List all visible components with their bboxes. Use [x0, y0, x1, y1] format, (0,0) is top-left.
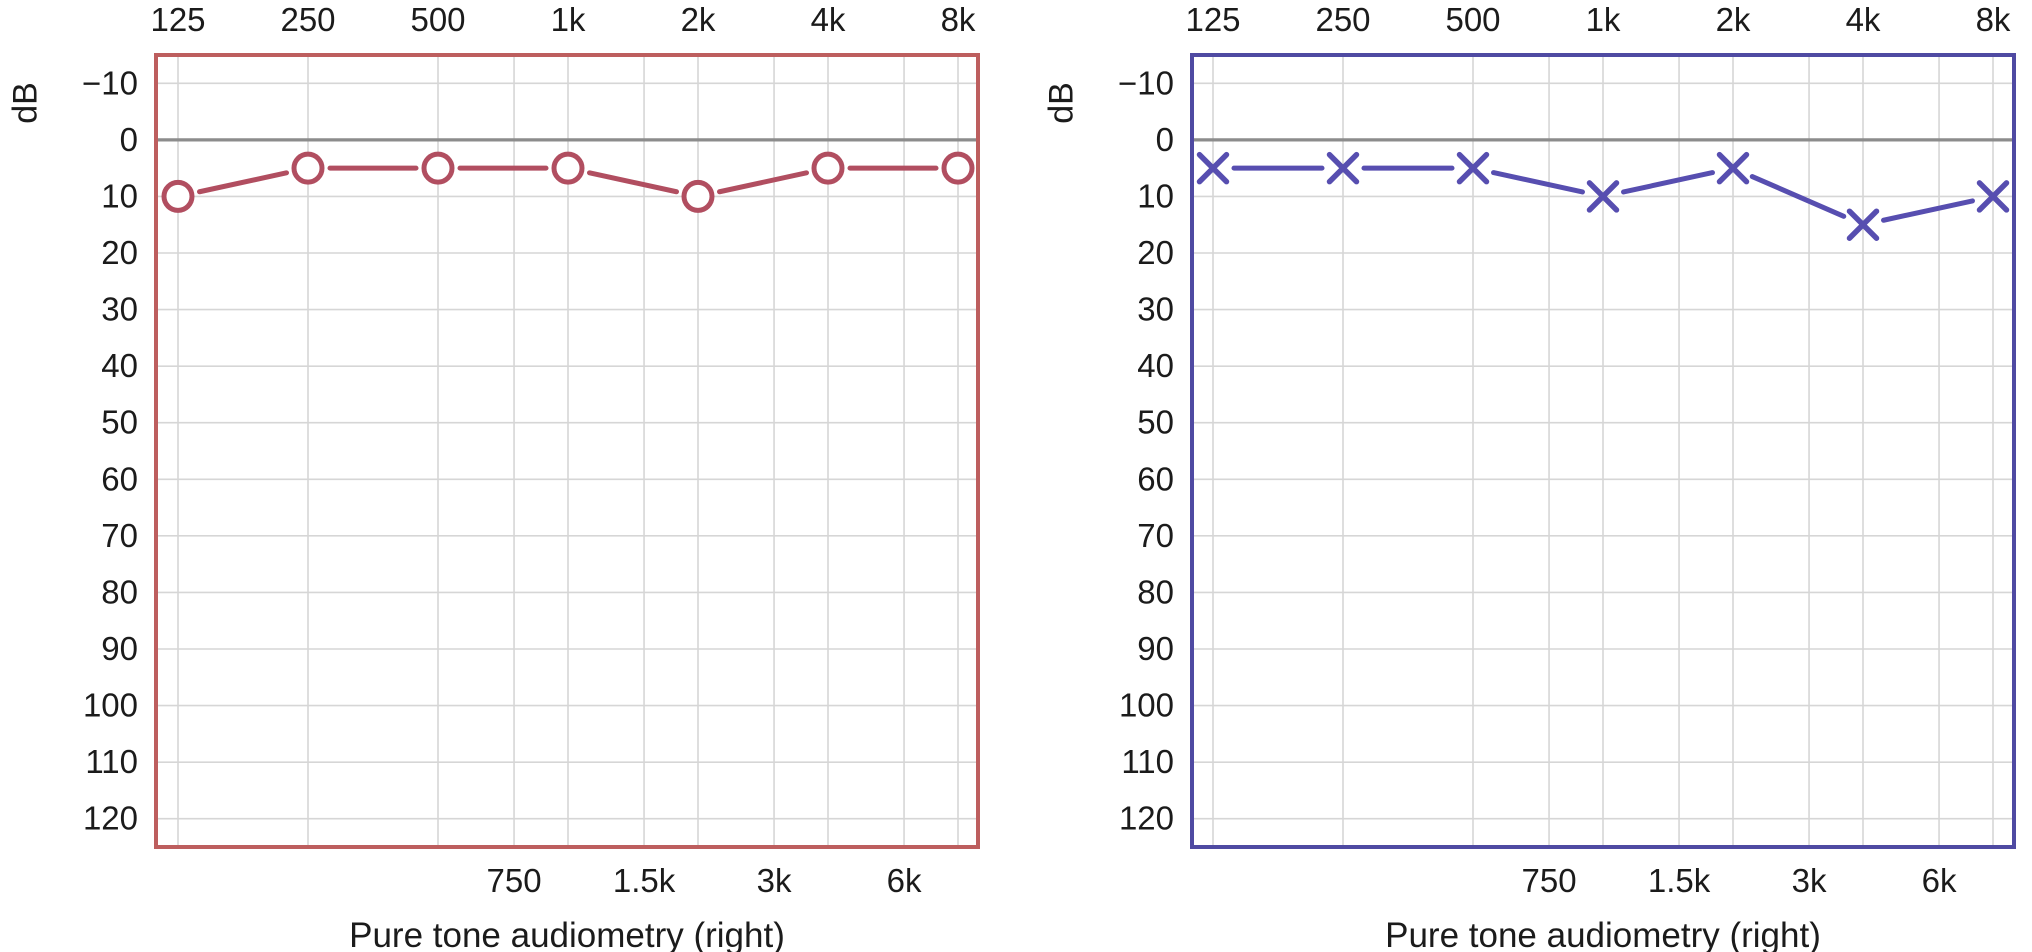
y-axis-tick-label: 100: [83, 687, 138, 724]
data-marker-x: [1456, 151, 1490, 185]
y-axis-label-right-panel: dB: [1042, 82, 1081, 124]
y-axis-tick-label: 40: [101, 347, 138, 384]
audiogram-chart-audiogram-circles: 125 250 500 1k 2k 4k 8k 750 1.5k 3k 6k −10 0 10 20 30 40…: [82, 1, 980, 899]
y-axis-tick-label: 60: [1137, 460, 1174, 497]
x-axis-top-tick-label: 2k: [1716, 1, 1751, 38]
x-axis-bottom-tick-label: 1.5k: [1648, 862, 1711, 899]
y-axis-label-left-panel: dB: [6, 82, 45, 124]
data-line-segment: [196, 170, 290, 195]
y-axis-tick-label: 110: [1121, 743, 1174, 780]
y-axis-tick-label: 120: [83, 800, 138, 837]
chart-title-left-panel: Pure tone audiometry (right): [349, 916, 785, 952]
x-axis-top-tick-label: 250: [280, 1, 335, 38]
y-axis-tick-label: 30: [101, 291, 138, 328]
x-axis-top-tick-label: 250: [1315, 1, 1370, 38]
data-marker-x: [1976, 180, 2010, 213]
y-axis-tick-label: 100: [1119, 687, 1174, 724]
data-marker-circle: [551, 151, 585, 185]
data-marker-x: [1846, 208, 1880, 241]
data-line-segment: [1749, 174, 1847, 219]
x-axis-top-tick-label: 1k: [1586, 1, 1621, 38]
chart-frame: [154, 53, 980, 849]
y-axis-tick-label: 30: [1137, 291, 1174, 328]
data-marker-circle: [421, 151, 455, 185]
x-axis-bottom-tick-label: 6k: [887, 862, 922, 899]
x-axis-bottom-tick-label: 6k: [1922, 862, 1957, 899]
x-axis-top-tick-label: 4k: [811, 1, 846, 38]
data-line-segment: [1881, 198, 1975, 223]
y-axis-tick-label: 60: [101, 460, 138, 497]
y-axis-tick-label: 80: [101, 573, 138, 610]
y-axis-tick-label: 110: [85, 743, 138, 780]
y-axis-tick-label: −10: [82, 64, 138, 101]
y-axis-tick-label: 0: [120, 121, 138, 158]
x-axis-top-tick-label: 2k: [681, 1, 716, 38]
y-axis-tick-label: 70: [101, 517, 138, 554]
x-axis-bottom-tick-label: 1.5k: [613, 862, 676, 899]
x-axis-top-tick-label: 500: [410, 1, 465, 38]
y-axis-tick-label: 120: [1119, 800, 1174, 837]
y-axis-tick-label: 50: [101, 404, 138, 441]
x-axis-top-tick-label: 8k: [941, 1, 976, 38]
x-axis-top-tick-label: 125: [1185, 1, 1240, 38]
audiogram-chart-audiogram-crosses: 125 250 500 1k 2k 4k 8k 750 1.5k 3k 6k −10 0 10 20 30 40…: [1118, 1, 2016, 899]
data-marker-x: [1716, 151, 1750, 185]
y-axis-tick-label: 20: [101, 234, 138, 271]
data-line-segment: [1621, 170, 1715, 195]
data-line-segment: [716, 170, 810, 195]
x-axis-top-tick-label: 500: [1445, 1, 1500, 38]
data-line-segment: [586, 170, 680, 195]
data-marker-x: [1196, 151, 1230, 185]
y-axis-tick-label: 80: [1137, 573, 1174, 610]
x-axis-bottom-tick-label: 750: [487, 862, 542, 899]
data-line-segment: [1491, 170, 1585, 195]
x-axis-top-tick-label: 8k: [1976, 1, 2011, 38]
y-axis-tick-label: 50: [1137, 404, 1174, 441]
y-axis-tick-label: 20: [1137, 234, 1174, 271]
x-axis-bottom-tick-label: 750: [1522, 862, 1577, 899]
y-axis-tick-label: 0: [1156, 121, 1174, 158]
data-marker-x: [1586, 180, 1620, 213]
y-axis-tick-label: 40: [1137, 347, 1174, 384]
y-axis-tick-label: 90: [1137, 630, 1174, 667]
data-marker-circle: [291, 151, 325, 185]
y-axis-tick-label: 10: [1137, 177, 1174, 214]
y-axis-tick-label: −10: [1118, 64, 1174, 101]
y-axis-tick-label: 70: [1137, 517, 1174, 554]
data-marker-circle: [811, 151, 845, 185]
data-marker-circle: [941, 151, 975, 185]
data-marker-circle: [681, 179, 715, 213]
data-marker-x: [1326, 151, 1360, 185]
data-marker-circle: [161, 179, 195, 213]
x-axis-top-tick-label: 1k: [551, 1, 586, 38]
chart-title-right-panel: Pure tone audiometry (right): [1385, 916, 1821, 952]
y-axis-tick-label: 90: [101, 630, 138, 667]
x-axis-top-tick-label: 4k: [1846, 1, 1881, 38]
x-axis-top-tick-label: 125: [150, 1, 205, 38]
chart-frame: [1190, 53, 2016, 849]
x-axis-bottom-tick-label: 3k: [1792, 862, 1827, 899]
y-axis-tick-label: 10: [101, 177, 138, 214]
x-axis-bottom-tick-label: 3k: [757, 862, 792, 899]
